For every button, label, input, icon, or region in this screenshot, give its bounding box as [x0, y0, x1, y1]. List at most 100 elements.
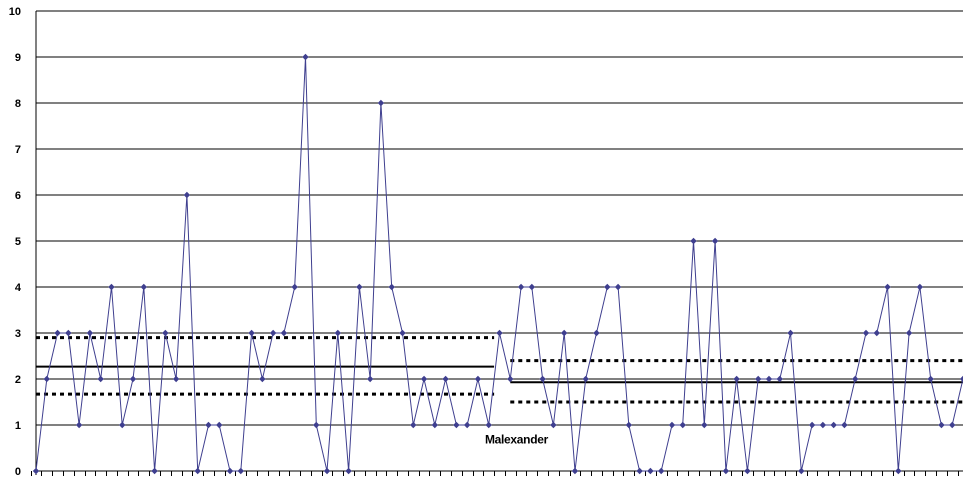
data-point	[938, 421, 945, 429]
data-point	[819, 421, 827, 429]
data-point	[560, 329, 568, 337]
data-point	[895, 467, 902, 475]
data-point	[226, 467, 234, 475]
data-point	[205, 421, 212, 429]
data-point	[873, 329, 880, 337]
data-point	[323, 467, 331, 475]
y-tick-label: 10	[9, 6, 21, 18]
gridlines	[36, 10, 963, 472]
data-point	[927, 375, 934, 383]
y-tick-label: 0	[15, 466, 21, 478]
data-point	[86, 329, 94, 337]
data-point	[776, 375, 783, 383]
data-point	[765, 375, 773, 383]
data-series	[32, 53, 963, 475]
data-point	[97, 375, 104, 383]
data-point	[593, 329, 600, 337]
data-point	[668, 421, 676, 429]
data-point	[313, 421, 320, 429]
data-point	[399, 329, 406, 337]
data-point	[345, 467, 352, 475]
data-point	[528, 283, 536, 291]
data-point	[905, 329, 913, 337]
data-point	[496, 329, 503, 337]
annotation-label: Malexander	[485, 432, 549, 446]
data-point	[194, 467, 201, 475]
data-point	[517, 283, 525, 291]
data-point	[550, 421, 557, 429]
data-point	[75, 421, 83, 429]
y-tick-label: 2	[15, 374, 21, 386]
y-axis: 0 1 2 3 4 5 6 7 8 9 10	[9, 6, 37, 478]
data-point	[463, 421, 471, 429]
data-point	[151, 467, 158, 475]
data-point	[119, 421, 126, 429]
data-point	[129, 375, 137, 383]
data-point	[754, 375, 762, 383]
data-point	[356, 283, 363, 291]
data-point	[841, 421, 848, 429]
data-point	[65, 329, 72, 337]
y-tick-label: 1	[15, 420, 21, 432]
data-point	[614, 283, 622, 291]
data-point	[377, 99, 385, 107]
data-point	[647, 467, 654, 475]
data-point	[690, 237, 697, 245]
data-point	[949, 421, 956, 429]
data-point	[431, 421, 439, 429]
data-point	[701, 421, 708, 429]
data-point	[291, 283, 298, 291]
data-point	[916, 283, 924, 291]
data-point	[410, 421, 417, 429]
data-point	[787, 329, 794, 337]
y-tick-label: 5	[15, 236, 21, 248]
data-point	[162, 329, 169, 337]
data-point	[733, 375, 740, 383]
data-point	[830, 421, 837, 429]
y-tick-label: 9	[15, 52, 21, 64]
y-tick-label: 6	[15, 190, 21, 202]
data-point	[604, 283, 611, 291]
data-point	[571, 467, 579, 475]
data-point	[744, 467, 751, 475]
data-point	[884, 283, 891, 291]
data-point	[420, 375, 428, 383]
data-point	[140, 283, 147, 291]
data-point	[722, 467, 730, 475]
data-point	[453, 421, 460, 429]
data-point	[959, 375, 963, 383]
data-point	[582, 375, 589, 383]
y-tick-label: 8	[15, 98, 21, 110]
data-point	[334, 329, 342, 337]
data-point	[852, 375, 859, 383]
data-point	[43, 375, 50, 383]
annotations: Malexander	[485, 432, 549, 446]
data-point	[862, 329, 870, 337]
data-point	[539, 375, 546, 383]
data-point	[248, 329, 255, 337]
data-point	[388, 283, 395, 291]
series-line	[35, 56, 963, 472]
data-point	[108, 283, 115, 291]
data-point	[183, 191, 191, 199]
data-point	[216, 421, 223, 429]
y-tick-label: 3	[15, 328, 21, 340]
data-point	[679, 421, 686, 429]
data-point	[172, 375, 180, 383]
data-point	[625, 421, 633, 429]
data-point	[442, 375, 449, 383]
x-axis	[31, 471, 959, 476]
data-point	[798, 467, 805, 475]
y-tick-label: 7	[15, 144, 21, 156]
data-point	[636, 467, 643, 475]
data-point	[259, 375, 266, 383]
data-point	[269, 329, 277, 337]
data-point	[366, 375, 374, 383]
data-point	[657, 467, 665, 475]
data-point	[507, 375, 514, 383]
data-point	[280, 329, 288, 337]
data-point	[237, 467, 245, 475]
data-point	[474, 375, 482, 383]
data-point	[302, 53, 309, 61]
